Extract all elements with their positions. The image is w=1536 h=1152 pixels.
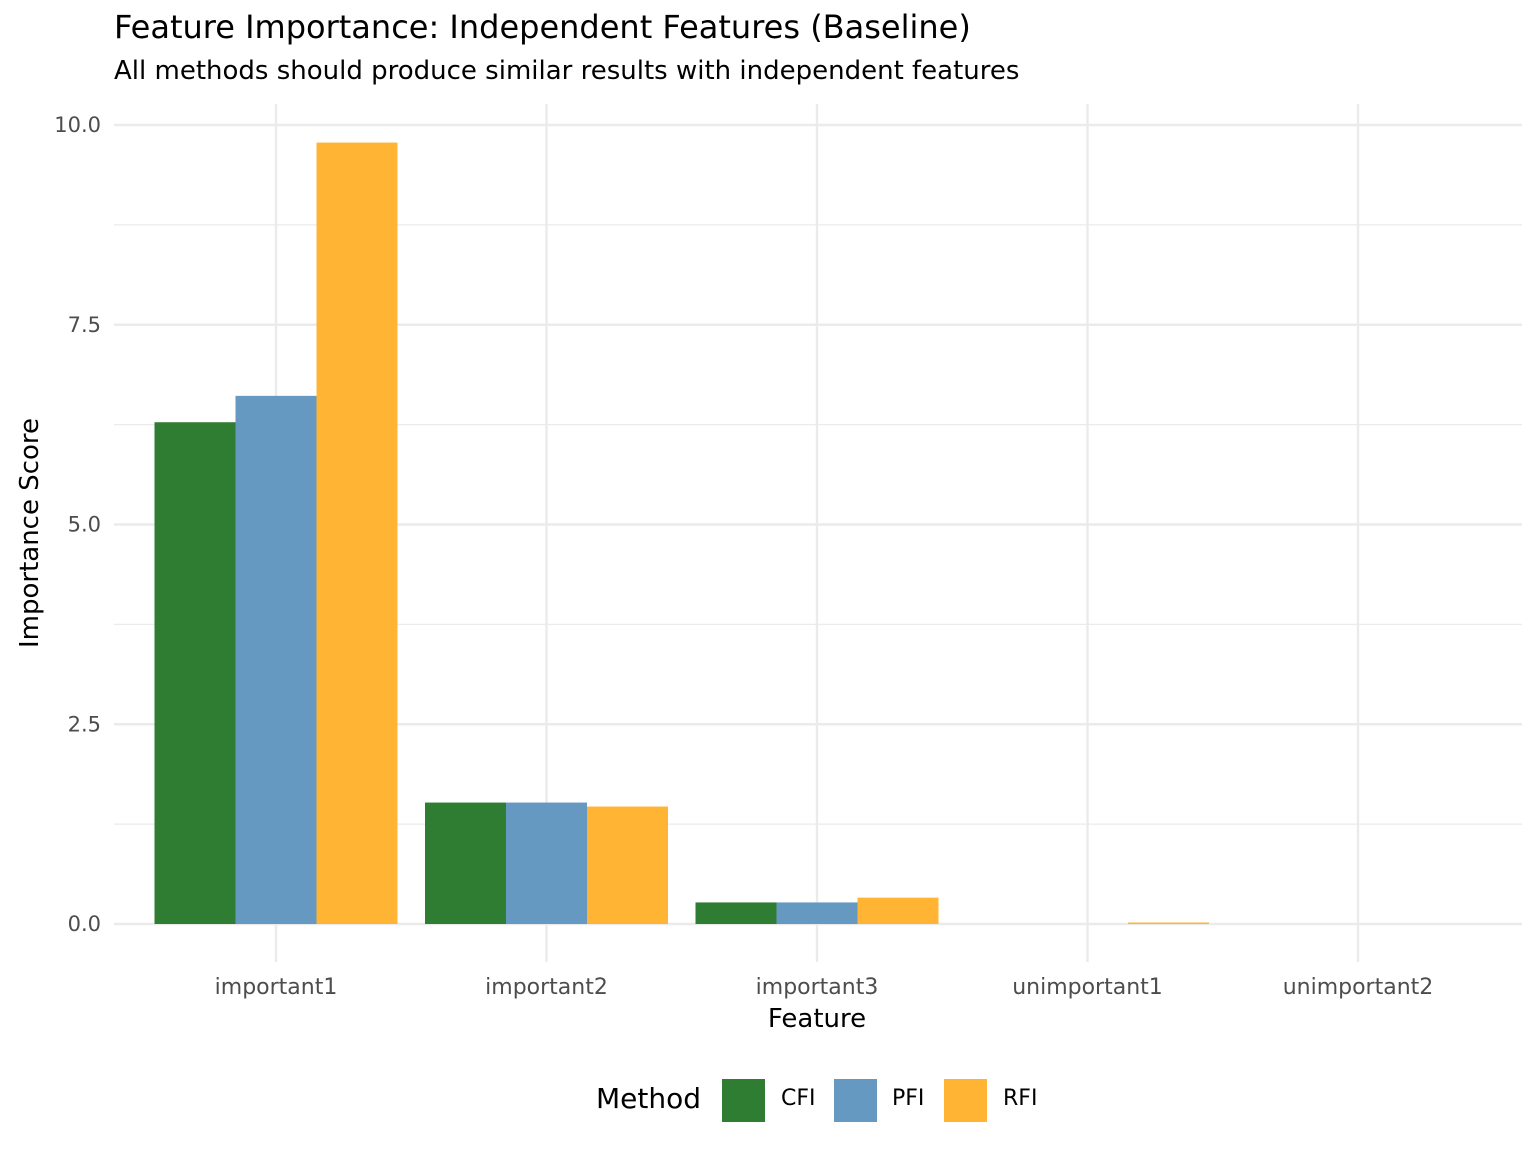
legend-key-pfi (834, 1079, 877, 1122)
legend-key-rfi (944, 1079, 987, 1122)
tick-labels: 0.0 2.5 5.0 7.5 10.0 important1 important2 impo… (54, 113, 1433, 1000)
x-axis-title: Feature (768, 1004, 866, 1034)
chart-subtitle: All methods should produce similar resul… (114, 56, 1020, 86)
bar-rfi-unimportant1 (1128, 922, 1209, 924)
legend-label-pfi: PFI (892, 1086, 925, 1111)
bar-pfi-important2 (506, 802, 587, 924)
bar-rfi-important3 (857, 897, 939, 924)
bars (154, 142, 1209, 925)
bar-rfi-important1 (316, 142, 398, 924)
x-tick-label: important2 (485, 975, 608, 1000)
legend-key-cfi (722, 1079, 765, 1122)
chart-title: Feature Importance: Independent Features… (114, 8, 971, 46)
y-tick-label: 7.5 (68, 313, 101, 337)
y-tick-label: 10.0 (54, 113, 101, 137)
y-tick-label: 5.0 (68, 513, 101, 537)
legend-label-cfi: CFI (781, 1086, 816, 1111)
bar-rfi-important2 (587, 806, 668, 924)
legend: Method CFI PFI RFI (0, 1076, 1536, 1122)
x-tick-label: important1 (215, 975, 338, 1000)
bar-cfi-important1 (154, 422, 236, 924)
x-tick-label: unimportant2 (1283, 975, 1434, 1000)
bar-chart: 0.0 2.5 5.0 7.5 10.0 important1 important2 impo… (15, 104, 1522, 1034)
x-tick-label: unimportant1 (1012, 975, 1163, 1000)
y-tick-label: 2.5 (68, 712, 101, 736)
y-axis-title: Importance Score (15, 418, 45, 648)
bar-cfi-important3 (695, 902, 777, 924)
legend-title: Method (596, 1082, 702, 1115)
bar-cfi-important2 (425, 802, 506, 924)
bar-pfi-important3 (776, 902, 858, 924)
x-tick-label: important3 (756, 975, 879, 1000)
y-tick-label: 0.0 (68, 912, 101, 936)
legend-label-rfi: RFI (1003, 1086, 1038, 1111)
bar-pfi-important1 (235, 395, 317, 925)
